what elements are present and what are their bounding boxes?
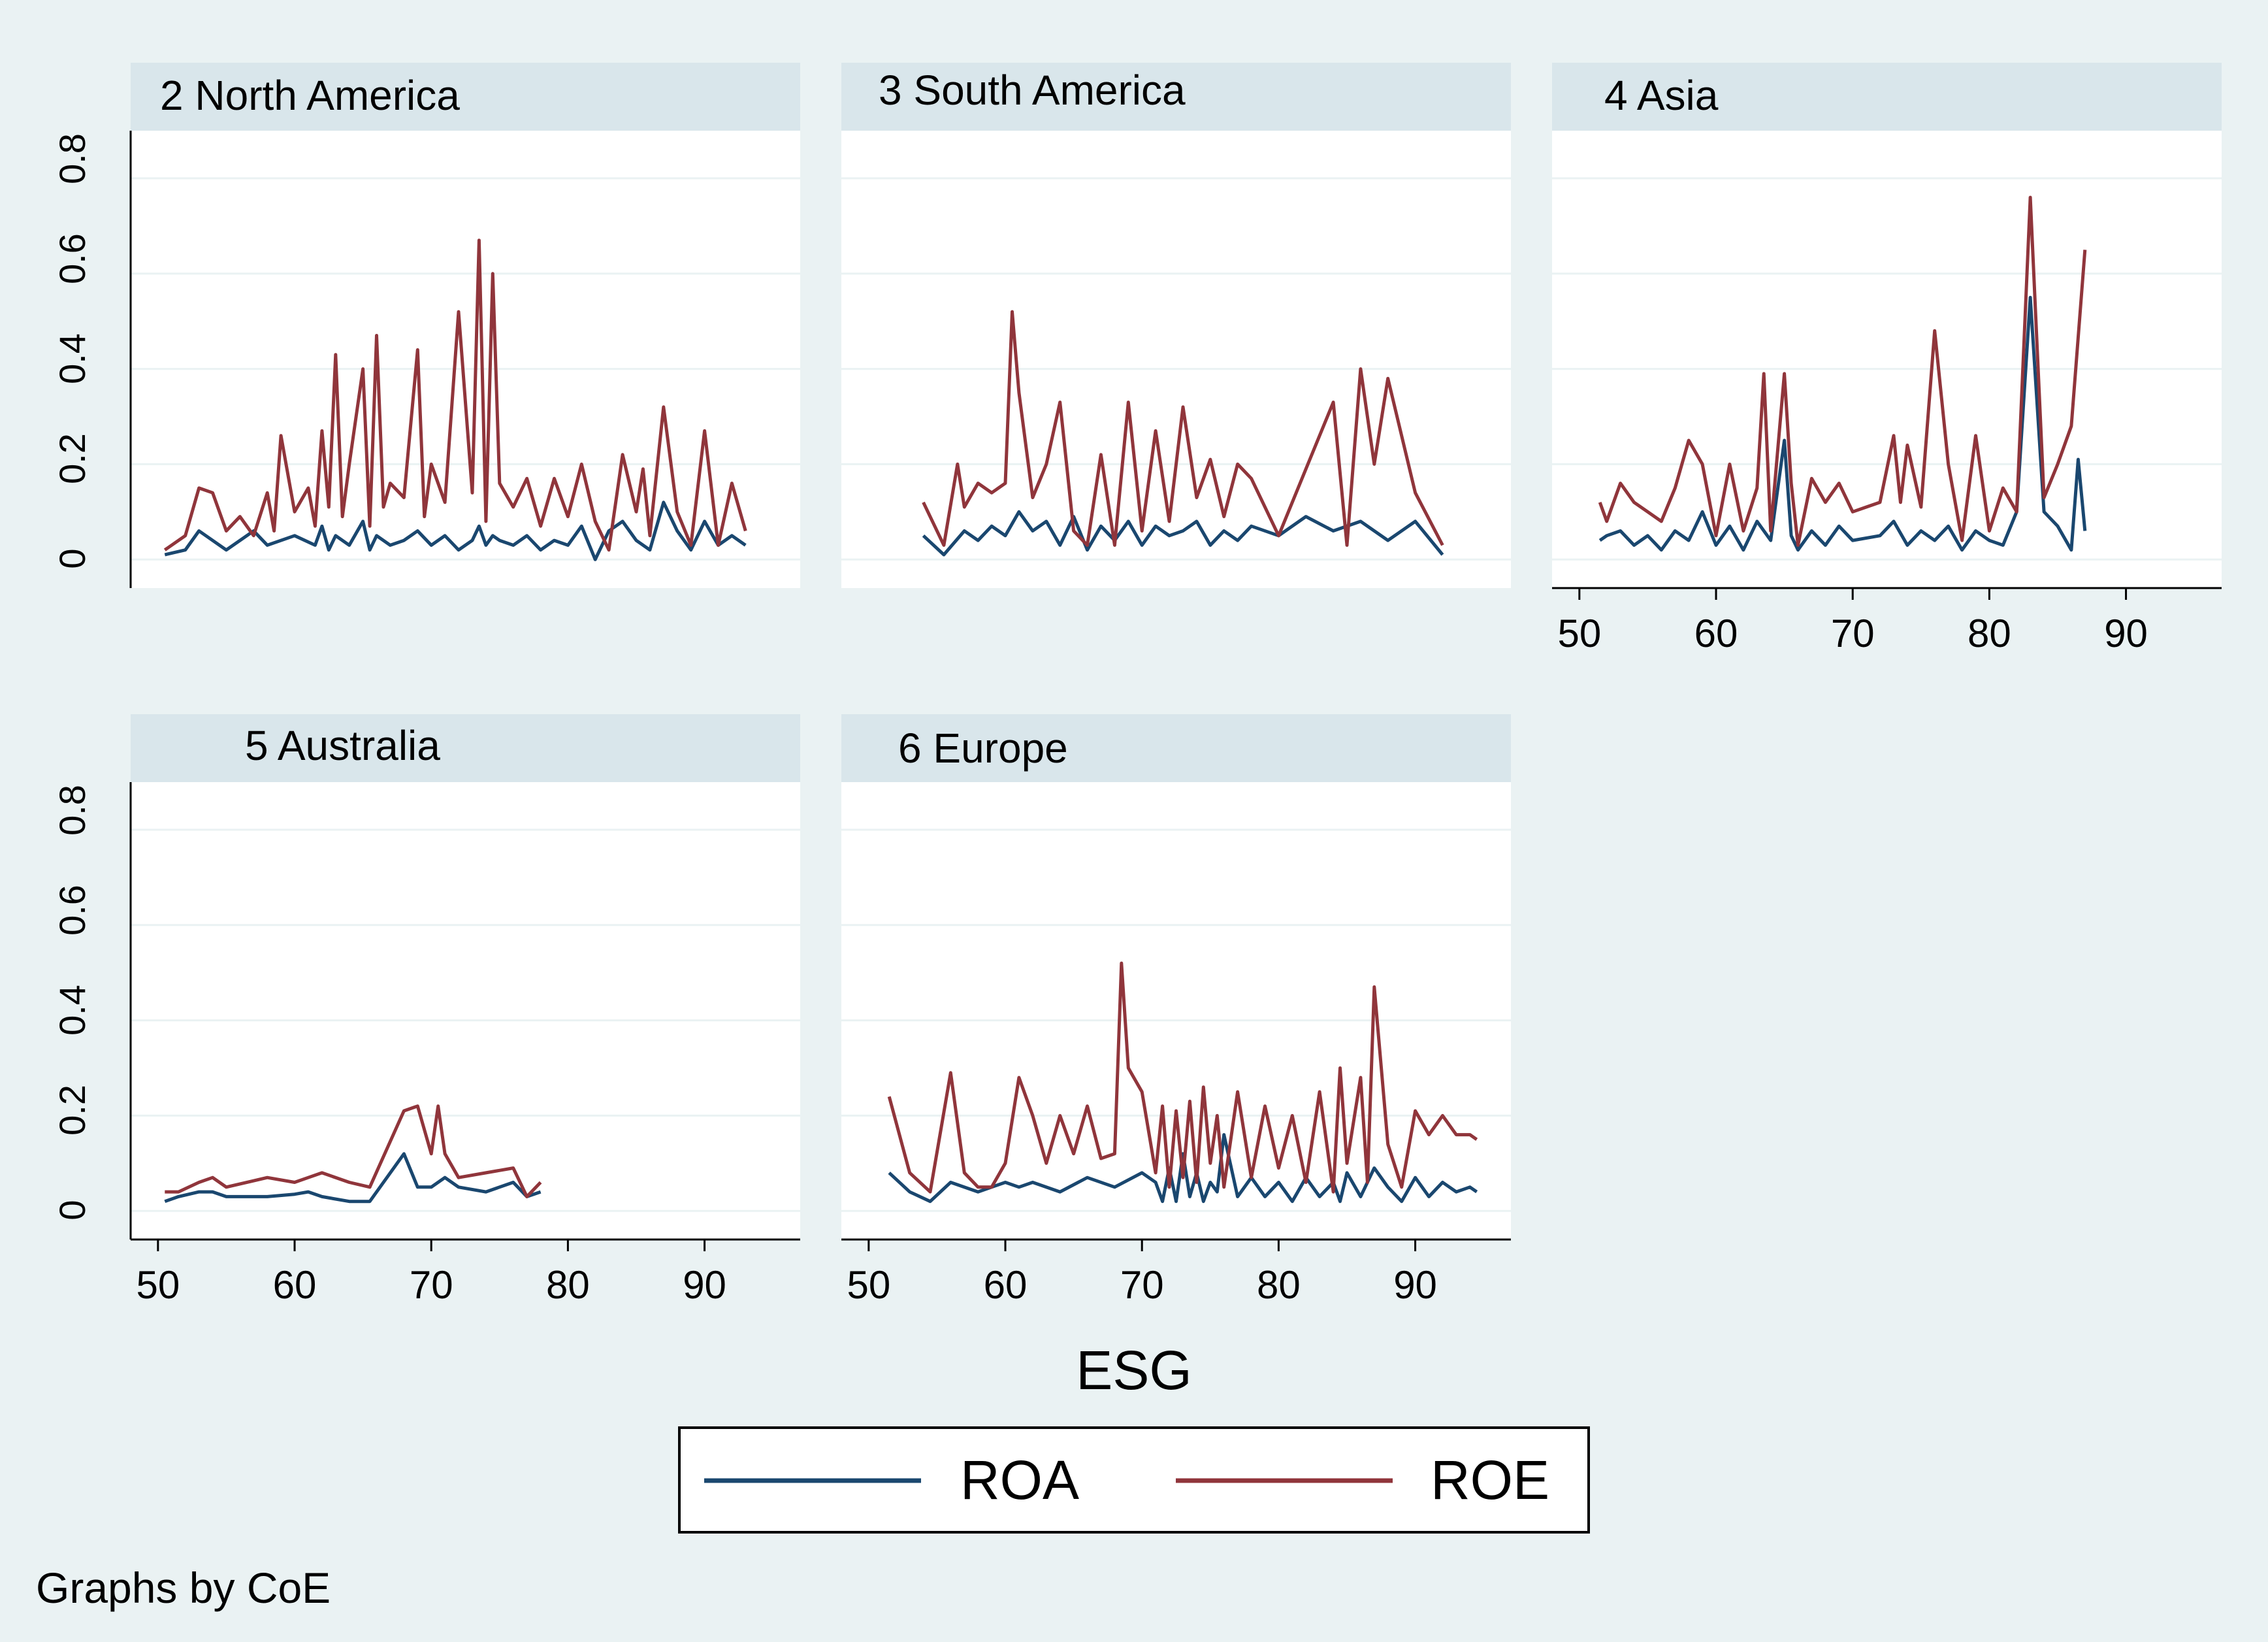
roe-line <box>887 961 1478 1194</box>
roe-series <box>165 1104 542 1198</box>
y-tick-label: 0.8 <box>52 133 93 184</box>
y-tick-label: 0 <box>52 1200 93 1220</box>
x-tick-label: 80 <box>1257 1263 1301 1307</box>
panel-title: 2 North America <box>160 72 460 119</box>
x-tick-label: 60 <box>273 1263 317 1307</box>
y-tick-label: 0.6 <box>52 233 93 284</box>
roa-line <box>1598 295 2087 552</box>
x-tick-label: 70 <box>1831 612 1875 655</box>
legend: ROA ROE <box>678 1426 1590 1534</box>
x-axis-ticks: 50 60 70 80 90 <box>1557 588 2148 655</box>
panel-header-bg <box>131 714 800 782</box>
panel-header-bg <box>841 714 1511 782</box>
x-tick-label: 50 <box>1557 612 1601 655</box>
roa-series <box>888 1133 1478 1204</box>
x-tick-label: 80 <box>546 1263 590 1307</box>
panel-title: 6 Europe <box>898 725 1068 772</box>
panel-title: 4 Asia <box>1604 72 1719 119</box>
roe-line <box>163 238 747 552</box>
y-axis-ticks: 0 0.2 0.4 0.6 0.8 <box>52 785 93 1221</box>
x-axis-title: ESG <box>1076 1339 1191 1401</box>
roa-line <box>164 501 747 561</box>
plot-area <box>131 131 800 588</box>
x-tick-label: 70 <box>1120 1263 1164 1307</box>
panel-title: 3 South America <box>879 67 1186 114</box>
y-tick-label: 0.4 <box>52 985 93 1036</box>
y-tick-label: 0.2 <box>52 1085 93 1136</box>
gridlines <box>131 177 800 561</box>
legend-roe-label: ROE <box>1431 1449 1549 1511</box>
x-tick-label: 80 <box>1968 612 2011 655</box>
x-tick-label: 60 <box>1694 612 1738 655</box>
roa-line <box>922 510 1444 557</box>
panel-title: 5 Australia <box>245 722 440 769</box>
roa-line <box>888 1133 1478 1204</box>
roe-line <box>1598 195 2087 547</box>
plot-area <box>1552 131 2222 588</box>
y-tick-label: 0 <box>52 548 93 568</box>
panel-asia: 4 Asia 50 60 70 80 90 <box>1552 63 2222 655</box>
panel-header-bg <box>131 63 800 131</box>
gridlines <box>131 829 800 1212</box>
roe-series <box>922 310 1444 547</box>
x-tick-label: 70 <box>410 1263 453 1307</box>
roa-series <box>164 501 747 561</box>
y-tick-label: 0.2 <box>52 433 93 484</box>
roe-series <box>887 961 1478 1194</box>
roe-line <box>165 1104 542 1198</box>
y-tick-label: 0.8 <box>52 785 93 836</box>
legend-roa-label: ROA <box>960 1449 1079 1511</box>
panel-europe: 6 Europe 50 60 70 80 90 <box>841 714 1511 1307</box>
panel-header-bg <box>841 63 1511 131</box>
plot-area <box>841 131 1511 588</box>
plot-area <box>131 782 800 1240</box>
x-tick-label: 90 <box>2104 612 2148 655</box>
roe-series <box>163 238 747 552</box>
graphs-by-note: Graphs by CoE <box>36 1564 331 1612</box>
gridlines <box>1552 177 2222 561</box>
roe-line <box>922 310 1444 547</box>
y-tick-label: 0.4 <box>52 333 93 384</box>
x-tick-label: 50 <box>136 1263 180 1307</box>
x-tick-label: 90 <box>1393 1263 1437 1307</box>
panel-australia: 5 Australia 0 0.2 0.4 0.6 0.8 50 60 70 80 90 <box>52 714 800 1307</box>
x-tick-label: 50 <box>847 1263 890 1307</box>
roa-series <box>922 510 1444 557</box>
x-axis-ticks: 50 60 70 80 90 <box>136 1240 726 1307</box>
x-tick-label: 90 <box>683 1263 726 1307</box>
panel-south-america: 3 South America <box>841 63 1511 588</box>
y-tick-label: 0.6 <box>52 885 93 936</box>
roa-series <box>1598 295 2087 552</box>
roa-line <box>164 1152 542 1204</box>
plot-area <box>841 782 1511 1240</box>
y-axis-ticks: 0 0.2 0.4 0.6 0.8 <box>52 133 93 569</box>
roe-series <box>1598 195 2087 547</box>
x-axis-ticks: 50 60 70 80 90 <box>847 1240 1437 1307</box>
panel-header-bg <box>1552 63 2222 131</box>
panel-north-america: 2 North America 0 0.2 0.4 0.6 0.8 <box>52 63 800 588</box>
roa-series <box>164 1152 542 1204</box>
x-tick-label: 60 <box>984 1263 1028 1307</box>
